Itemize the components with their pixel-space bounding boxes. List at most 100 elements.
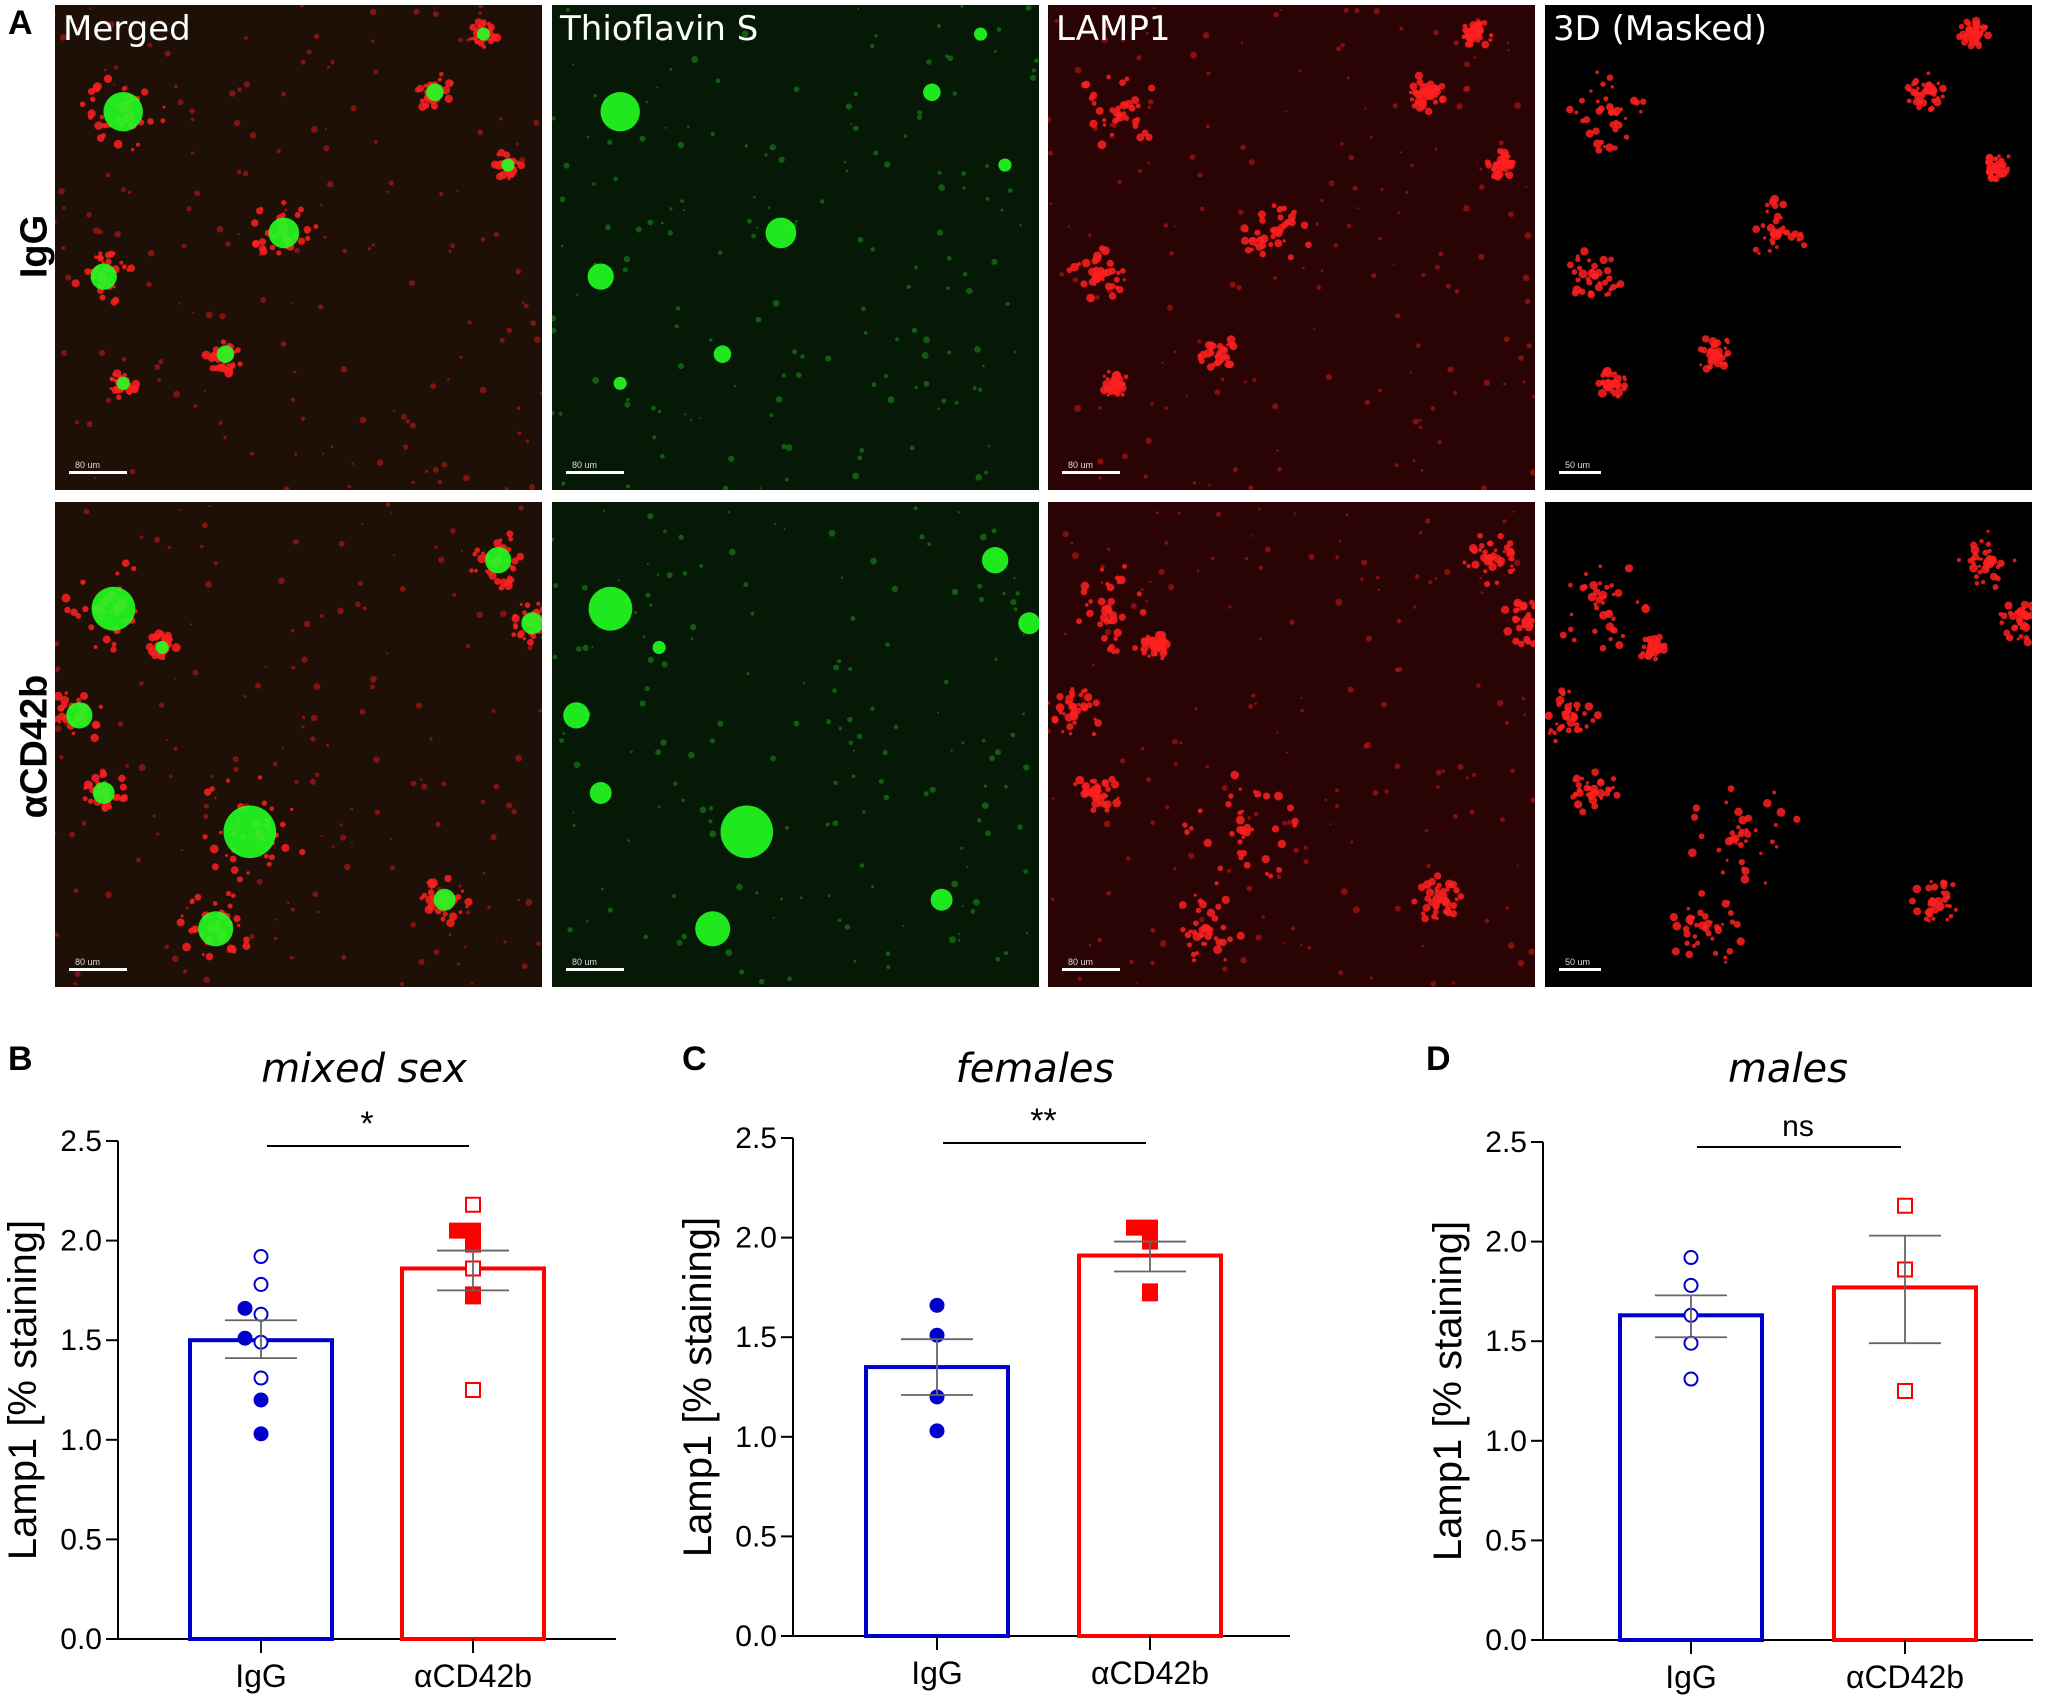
background-speck [210, 774, 214, 778]
background-speck [482, 871, 486, 875]
background-speck [1252, 377, 1257, 382]
background-speck [1051, 897, 1055, 901]
background-speck [919, 534, 925, 540]
background-speck [1434, 577, 1438, 580]
background-speck [409, 422, 417, 429]
background-speck [784, 825, 789, 830]
background-speck [753, 195, 756, 199]
background-speck [755, 891, 759, 895]
data-point [929, 1297, 945, 1313]
background-speck [1498, 140, 1504, 146]
background-speck [1476, 683, 1481, 688]
background-speck [1316, 285, 1322, 291]
background-speck [883, 374, 888, 379]
scale-bar [69, 968, 127, 971]
background-speck [1365, 635, 1372, 642]
background-speck [1276, 874, 1282, 880]
background-speck [717, 720, 724, 727]
background-speck [575, 646, 582, 652]
background-speck [708, 819, 713, 824]
background-speck [1017, 824, 1023, 830]
background-speck [1435, 769, 1442, 776]
background-speck [385, 502, 391, 507]
background-speck [1146, 777, 1152, 783]
background-speck [1236, 284, 1242, 291]
background-speck [1150, 960, 1155, 966]
background-speck [367, 246, 372, 251]
background-speck [321, 452, 325, 455]
background-speck [954, 400, 959, 405]
background-speck [572, 811, 575, 814]
background-speck [1303, 845, 1308, 850]
background-speck [987, 444, 991, 448]
background-speck [1452, 981, 1456, 985]
background-speck [1445, 283, 1451, 289]
background-speck [767, 206, 771, 209]
background-speck [944, 679, 949, 685]
background-speck [1426, 863, 1431, 869]
data-point [1683, 1371, 1699, 1387]
background-speck [859, 447, 865, 453]
background-speck [1259, 637, 1262, 640]
plaque [1566, 70, 1647, 154]
background-speck [178, 302, 181, 305]
background-speck [1253, 811, 1259, 817]
background-speck [1074, 66, 1082, 74]
background-speck [205, 581, 212, 588]
background-speck [1074, 404, 1082, 412]
background-speck [190, 117, 195, 122]
background-speck [1192, 481, 1197, 485]
background-speck [624, 401, 631, 408]
background-speck [1504, 720, 1510, 726]
background-speck [1097, 937, 1102, 943]
background-speck [1526, 343, 1532, 349]
plaque [511, 601, 542, 646]
background-speck [552, 654, 558, 660]
background-speck [1392, 103, 1398, 109]
background-speck [792, 349, 798, 355]
background-speck [432, 11, 439, 18]
background-speck [1293, 512, 1297, 515]
background-speck [294, 452, 298, 456]
background-speck [1240, 144, 1246, 151]
background-speck [1506, 41, 1510, 45]
plaque [1908, 879, 1958, 923]
plaque [765, 217, 797, 249]
background-speck [1215, 511, 1222, 517]
background-speck [857, 236, 864, 243]
y-tick-label: 1.0 [1485, 1425, 1527, 1458]
background-speck [138, 764, 146, 772]
background-speck [690, 624, 697, 631]
background-speck [1472, 772, 1477, 778]
background-speck [1179, 741, 1183, 745]
background-speck [850, 123, 853, 126]
background-speck [232, 756, 239, 763]
plaque [1752, 194, 1808, 255]
background-speck [750, 611, 755, 616]
background-speck [1424, 828, 1429, 833]
background-speck [1165, 805, 1170, 810]
background-speck [1101, 36, 1109, 44]
y-tick-label: 2.5 [1485, 1126, 1527, 1159]
background-speck [1430, 406, 1436, 411]
background-speck [530, 320, 537, 327]
background-speck [1145, 31, 1149, 35]
background-speck [680, 199, 685, 204]
background-speck [923, 791, 929, 797]
background-speck [330, 445, 334, 448]
background-speck [1002, 591, 1006, 596]
background-speck [681, 798, 685, 803]
data-point [253, 1370, 269, 1386]
background-speck [55, 666, 61, 671]
background-speck [493, 783, 500, 790]
background-speck [167, 545, 171, 550]
background-speck [55, 725, 62, 732]
background-speck [515, 142, 519, 146]
scale-bar-label: 50 um [1565, 460, 1591, 470]
background-speck [181, 848, 184, 852]
background-speck [1150, 820, 1156, 826]
plaque [930, 888, 953, 911]
background-speck [1329, 823, 1332, 826]
background-speck [1360, 577, 1364, 582]
background-speck [1435, 264, 1440, 270]
